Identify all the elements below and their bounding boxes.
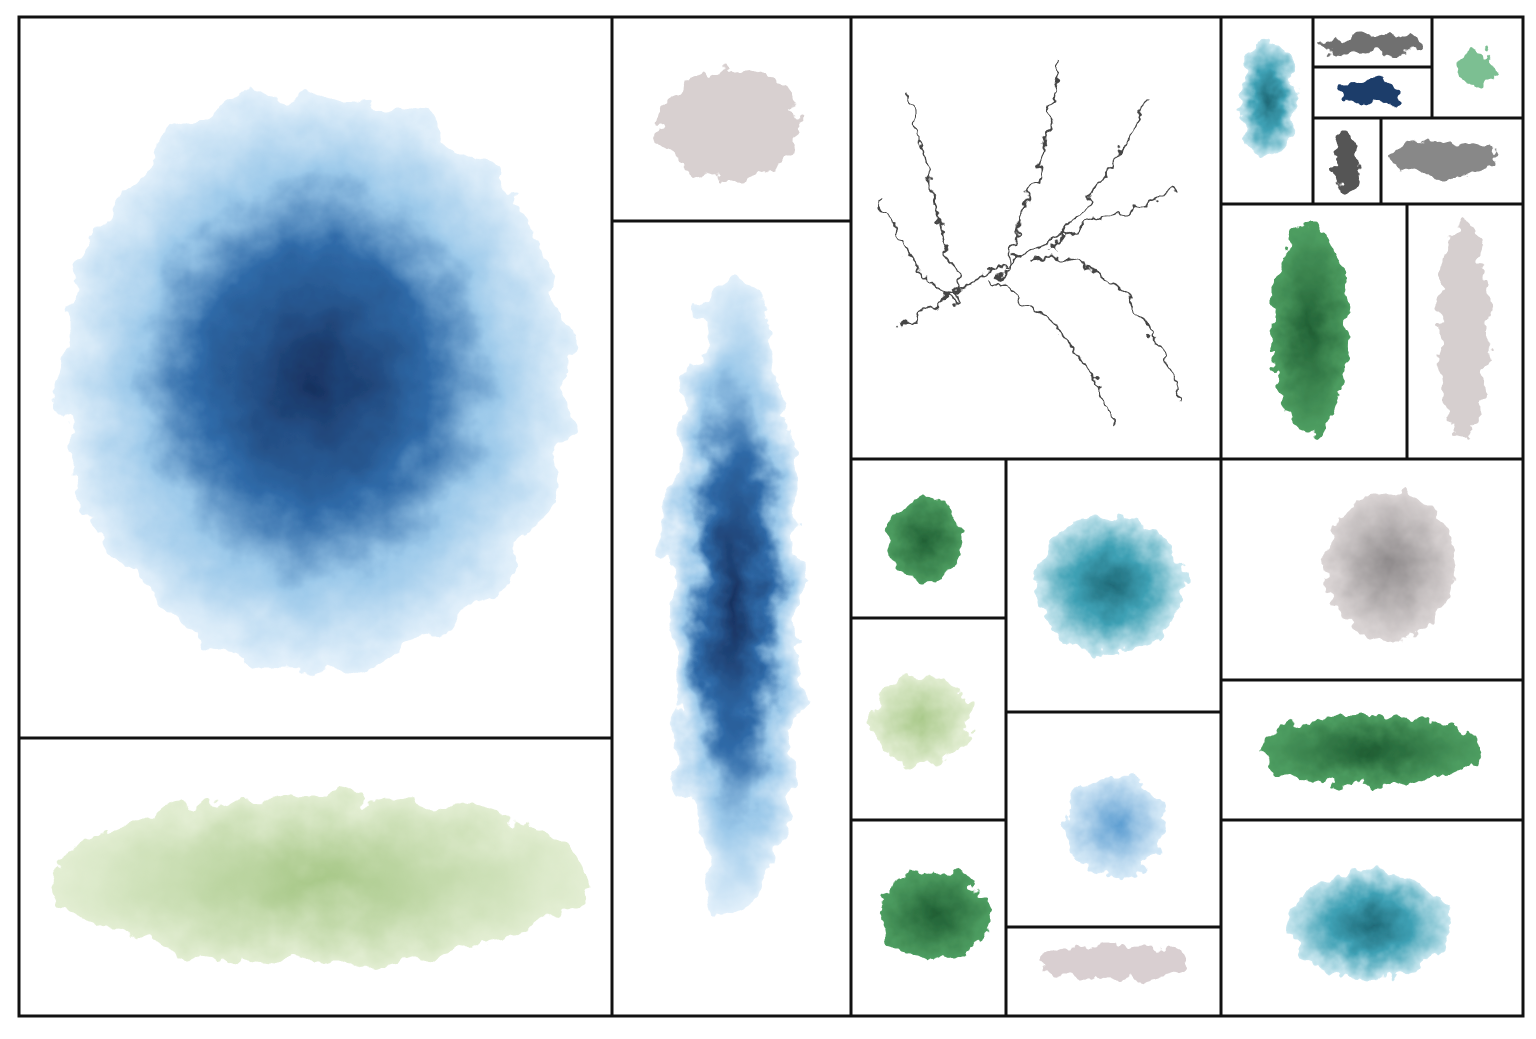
grey-wash (1390, 140, 1500, 176)
mint-small (1459, 50, 1495, 86)
dividers (19, 17, 1523, 1016)
frames (17, 15, 1525, 1018)
grey-small (1322, 34, 1422, 54)
teal-blob (1035, 517, 1185, 653)
light-green-blob (870, 675, 970, 765)
green-streak (1260, 715, 1480, 785)
teal-small (1240, 40, 1296, 160)
green-blob (887, 498, 963, 582)
sky-blob (1065, 775, 1165, 875)
blobs (55, 34, 1500, 980)
ink-plant (879, 59, 1181, 421)
grey-strip (1040, 944, 1190, 980)
blue-column (670, 280, 800, 920)
grey-column (1438, 220, 1488, 440)
outer-frame (17, 15, 1525, 1018)
navy-small (1339, 80, 1405, 104)
green-column (1272, 225, 1348, 435)
green-wash (55, 795, 585, 965)
grey-stroke (1334, 134, 1358, 190)
grey-cloud (1325, 490, 1455, 640)
teal-patch (1290, 870, 1450, 980)
dark-green-blob (880, 870, 990, 960)
blue-blob (60, 90, 570, 670)
grey-blob (660, 70, 800, 180)
